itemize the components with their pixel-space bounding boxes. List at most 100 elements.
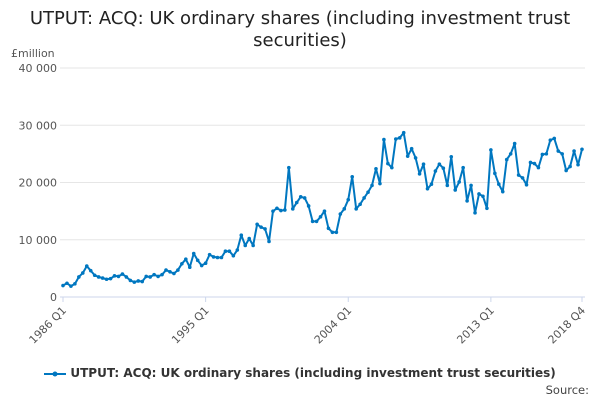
data-point xyxy=(556,149,561,153)
series-line xyxy=(62,131,583,288)
data-point xyxy=(271,209,275,213)
data-point xyxy=(84,264,89,268)
data-point xyxy=(342,207,347,211)
data-point xyxy=(516,173,521,177)
source-label: Source: xyxy=(545,383,589,397)
data-point xyxy=(405,154,410,158)
data-point xyxy=(386,161,390,166)
data-point xyxy=(520,176,525,180)
data-point xyxy=(346,197,351,202)
data-point xyxy=(437,162,442,166)
data-point xyxy=(421,162,426,166)
data-point xyxy=(493,171,497,176)
data-point xyxy=(397,136,402,140)
data-point xyxy=(544,152,549,156)
data-point xyxy=(500,189,505,194)
data-point xyxy=(148,275,152,279)
data-point xyxy=(61,283,65,288)
data-point xyxy=(176,268,180,272)
data-point xyxy=(433,169,438,173)
data-point xyxy=(481,194,485,199)
legend-item[interactable]: UTPUT: ACQ: UK ordinary shares (includin… xyxy=(0,366,600,380)
data-point xyxy=(144,274,148,279)
data-point xyxy=(314,219,319,224)
data-point xyxy=(187,265,192,270)
data-point xyxy=(532,161,537,166)
data-point xyxy=(576,162,580,167)
data-point xyxy=(358,202,362,207)
data-point xyxy=(69,284,73,288)
data-point xyxy=(393,137,398,141)
data-point xyxy=(366,190,370,195)
data-point xyxy=(504,157,509,162)
data-point xyxy=(330,230,335,235)
data-point xyxy=(255,222,259,227)
data-point xyxy=(552,136,557,141)
data-point xyxy=(124,275,129,279)
data-point xyxy=(473,211,477,215)
data-point xyxy=(247,236,252,241)
data-point xyxy=(203,261,208,266)
data-point xyxy=(172,271,176,276)
data-point xyxy=(65,281,69,286)
data-point xyxy=(251,243,255,248)
data-point xyxy=(528,160,533,165)
data-point xyxy=(100,276,105,280)
data-point xyxy=(108,276,113,281)
data-point xyxy=(191,251,196,256)
data-point xyxy=(298,195,303,199)
x-tick-label: 2013 Q1 xyxy=(454,304,497,347)
data-point xyxy=(184,257,188,262)
data-point xyxy=(390,165,394,170)
data-point xyxy=(96,275,101,279)
data-point xyxy=(294,200,299,205)
legend-marker-icon xyxy=(44,371,67,376)
data-point xyxy=(195,258,200,263)
data-point xyxy=(120,272,125,276)
x-tick-label: 2018 Q4 xyxy=(546,304,589,347)
data-point xyxy=(259,225,263,229)
data-point xyxy=(239,233,244,237)
data-point xyxy=(164,268,168,272)
data-point xyxy=(425,186,430,191)
y-tick-label: 0 xyxy=(50,291,57,304)
data-point xyxy=(73,282,77,286)
x-tick-label: 1995 Q1 xyxy=(169,304,212,347)
data-point xyxy=(536,165,541,170)
data-point xyxy=(370,183,374,188)
data-point xyxy=(136,279,141,283)
y-axis-unit-label: £million xyxy=(11,47,55,60)
data-point xyxy=(223,249,228,253)
data-point xyxy=(116,274,121,279)
data-point xyxy=(374,166,378,171)
data-point xyxy=(338,212,343,216)
data-point xyxy=(540,152,545,157)
data-point xyxy=(128,278,133,283)
data-point xyxy=(287,165,291,170)
data-point xyxy=(227,249,232,253)
data-point xyxy=(199,263,204,268)
data-point xyxy=(104,277,109,282)
data-point xyxy=(465,199,469,203)
data-point xyxy=(382,137,386,142)
data-point xyxy=(508,152,513,156)
data-point xyxy=(140,279,145,284)
data-point xyxy=(279,208,283,213)
data-point xyxy=(211,255,216,259)
data-point xyxy=(497,182,501,187)
data-point xyxy=(88,268,93,273)
data-point xyxy=(485,206,489,211)
data-point xyxy=(77,275,81,279)
data-point xyxy=(469,183,473,188)
data-point xyxy=(362,196,366,200)
data-point xyxy=(152,272,156,277)
data-point xyxy=(318,215,323,219)
data-point xyxy=(180,261,184,266)
data-point xyxy=(81,271,85,275)
legend-label: UTPUT: ACQ: UK ordinary shares (includin… xyxy=(70,366,556,380)
data-point xyxy=(156,274,160,279)
data-point xyxy=(461,165,465,170)
data-point xyxy=(449,154,454,159)
data-point xyxy=(350,174,355,179)
